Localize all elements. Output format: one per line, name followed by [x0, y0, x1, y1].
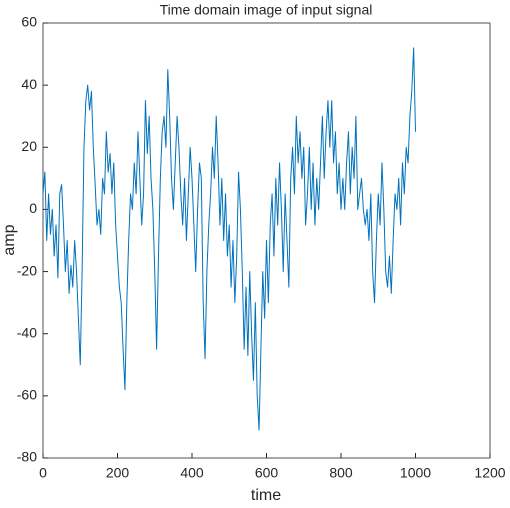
- x-tick-label: 200: [106, 465, 130, 481]
- x-tick-label: 400: [180, 465, 204, 481]
- line-series: [42, 47, 416, 431]
- y-tick-label: 60: [21, 14, 37, 30]
- chart-title: Time domain image of input signal: [160, 2, 373, 18]
- y-tick-label: -20: [17, 262, 37, 278]
- x-tick-label: 800: [329, 465, 353, 481]
- x-tick-label: 1200: [474, 465, 505, 481]
- y-tick-label: -40: [17, 324, 37, 340]
- y-tick-label: 40: [21, 76, 37, 92]
- y-tick-label: 0: [29, 200, 37, 216]
- y-axis-label: amp: [1, 224, 18, 255]
- x-tick-label: 1000: [400, 465, 431, 481]
- y-tick-label: 20: [21, 138, 37, 154]
- x-tick-label: 0: [39, 465, 47, 481]
- y-tick-label: -80: [17, 449, 37, 465]
- x-axis-label: time: [251, 487, 281, 504]
- x-tick-label: 600: [255, 465, 279, 481]
- y-tick-label: -60: [17, 387, 37, 403]
